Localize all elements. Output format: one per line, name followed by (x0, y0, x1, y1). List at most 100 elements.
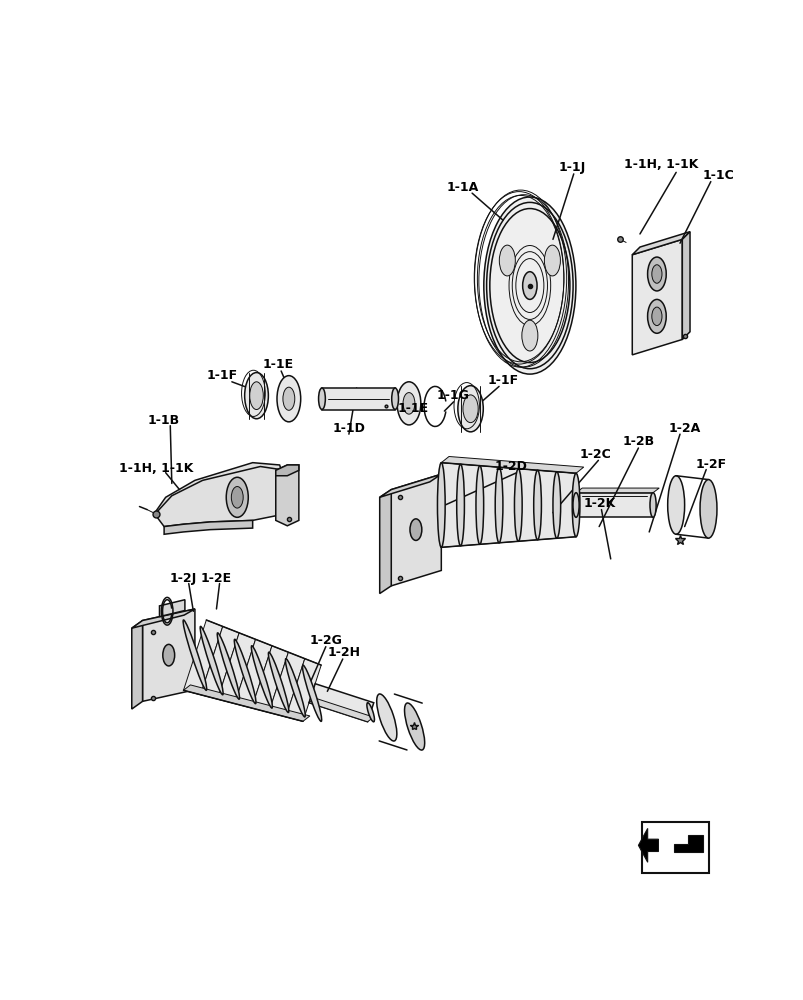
Ellipse shape (404, 703, 424, 750)
Ellipse shape (699, 480, 716, 538)
Ellipse shape (318, 388, 325, 410)
Polygon shape (251, 646, 288, 712)
Text: 1-1E: 1-1E (397, 402, 429, 415)
Polygon shape (275, 465, 299, 526)
Ellipse shape (646, 257, 666, 291)
Text: 1-2F: 1-2F (695, 458, 725, 471)
Text: 1-2A: 1-2A (667, 422, 700, 434)
Polygon shape (183, 620, 222, 695)
Ellipse shape (251, 646, 272, 708)
Polygon shape (234, 639, 271, 708)
Ellipse shape (522, 272, 536, 299)
Ellipse shape (499, 245, 515, 276)
Polygon shape (155, 463, 283, 520)
Ellipse shape (234, 639, 255, 704)
Ellipse shape (573, 493, 578, 517)
Ellipse shape (277, 376, 300, 422)
Polygon shape (155, 466, 287, 527)
Polygon shape (308, 698, 373, 722)
Ellipse shape (200, 626, 223, 695)
Ellipse shape (402, 393, 414, 414)
Polygon shape (556, 472, 575, 538)
Text: 1-2C: 1-2C (579, 448, 610, 461)
Ellipse shape (456, 464, 464, 546)
Polygon shape (631, 239, 682, 355)
Text: 1-1A: 1-1A (446, 181, 479, 194)
Polygon shape (308, 684, 373, 722)
Text: 1-2E: 1-2E (201, 572, 232, 585)
Text: 1-1H, 1-1K: 1-1H, 1-1K (624, 158, 698, 171)
Ellipse shape (377, 694, 397, 741)
Ellipse shape (483, 197, 575, 374)
Ellipse shape (651, 307, 661, 326)
Text: 1-2K: 1-2K (583, 497, 615, 510)
Polygon shape (682, 232, 689, 339)
Ellipse shape (244, 373, 268, 419)
Polygon shape (159, 600, 185, 617)
Polygon shape (391, 474, 441, 586)
Bar (575, 493, 652, 517)
Polygon shape (142, 609, 194, 701)
Ellipse shape (162, 644, 174, 666)
Ellipse shape (514, 469, 521, 541)
Ellipse shape (649, 493, 655, 517)
Ellipse shape (544, 245, 560, 276)
Ellipse shape (217, 633, 239, 699)
Ellipse shape (285, 659, 305, 717)
Ellipse shape (495, 467, 503, 543)
Text: 1-1H, 1-1K: 1-1H, 1-1K (119, 462, 194, 475)
Text: 1-1F: 1-1F (487, 374, 518, 387)
Bar (641, 822, 708, 873)
Polygon shape (479, 466, 499, 544)
Ellipse shape (366, 703, 374, 722)
Polygon shape (275, 465, 299, 476)
Ellipse shape (268, 652, 288, 712)
Ellipse shape (572, 473, 579, 537)
Ellipse shape (250, 382, 263, 410)
Ellipse shape (475, 466, 483, 544)
Text: 1-2H: 1-2H (328, 646, 361, 659)
Polygon shape (164, 520, 252, 534)
Ellipse shape (397, 382, 420, 425)
Polygon shape (286, 659, 321, 721)
Polygon shape (460, 464, 479, 546)
Text: 1-1J: 1-1J (558, 161, 585, 174)
Polygon shape (631, 232, 689, 255)
Text: 1-2J: 1-2J (169, 572, 197, 585)
Polygon shape (132, 609, 194, 628)
Polygon shape (537, 470, 556, 540)
Polygon shape (200, 626, 238, 699)
Text: 1-1E: 1-1E (263, 358, 293, 371)
Polygon shape (268, 652, 304, 717)
Text: 1-1F: 1-1F (206, 369, 237, 382)
Bar (321, 388, 394, 410)
Ellipse shape (533, 470, 540, 540)
Ellipse shape (183, 620, 206, 690)
Polygon shape (638, 828, 658, 862)
Ellipse shape (521, 320, 537, 351)
Text: 1-1D: 1-1D (332, 422, 365, 434)
Polygon shape (132, 620, 142, 709)
Ellipse shape (646, 299, 666, 333)
Ellipse shape (457, 386, 483, 432)
Ellipse shape (651, 265, 661, 283)
Polygon shape (218, 633, 255, 704)
Polygon shape (518, 469, 537, 541)
Text: 1-1B: 1-1B (148, 414, 180, 427)
Polygon shape (183, 685, 309, 721)
Ellipse shape (391, 388, 398, 410)
Text: 1-2B: 1-2B (622, 435, 654, 448)
Text: 1-2D: 1-2D (494, 460, 527, 473)
Text: 1-1C: 1-1C (702, 169, 733, 182)
Ellipse shape (302, 665, 321, 721)
Ellipse shape (552, 472, 560, 538)
Ellipse shape (283, 387, 295, 410)
Polygon shape (441, 456, 583, 473)
Ellipse shape (437, 463, 445, 547)
Polygon shape (379, 490, 391, 594)
Ellipse shape (226, 477, 248, 517)
Ellipse shape (410, 519, 422, 540)
Ellipse shape (231, 487, 243, 508)
Polygon shape (575, 488, 658, 493)
Polygon shape (499, 467, 518, 543)
